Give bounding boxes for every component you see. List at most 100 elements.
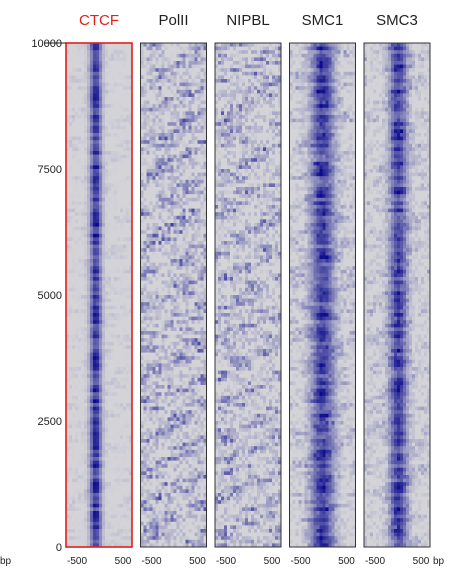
heatmap-cell	[99, 471, 102, 475]
heatmap-cell	[189, 209, 192, 213]
heatmap-cell	[126, 263, 129, 267]
heatmap-cell	[171, 122, 174, 126]
heatmap-cell	[192, 237, 195, 241]
heatmap-cell	[99, 349, 102, 353]
heatmap-cell	[201, 79, 204, 83]
heatmap-cell	[108, 101, 111, 105]
heatmap-cell	[123, 353, 126, 357]
heatmap-cell	[201, 90, 204, 94]
heatmap-cell	[84, 248, 87, 252]
heatmap-cell	[96, 137, 99, 141]
heatmap-cell	[186, 162, 189, 166]
heatmap-cell	[141, 309, 144, 313]
heatmap-cell	[162, 158, 165, 162]
heatmap-cell	[105, 540, 108, 544]
heatmap-cell	[186, 295, 189, 299]
heatmap-cell	[108, 212, 111, 216]
heatmap-cell	[108, 367, 111, 371]
heatmap-cell	[96, 432, 99, 436]
heatmap-cell	[81, 367, 84, 371]
heatmap-cell	[201, 309, 204, 313]
heatmap-cell	[114, 176, 117, 180]
heatmap-cell	[174, 86, 177, 90]
heatmap-cell	[150, 101, 153, 105]
heatmap-cell	[105, 363, 108, 367]
heatmap-cell	[159, 201, 162, 205]
heatmap-cell	[117, 90, 120, 94]
heatmap-cell	[126, 468, 129, 472]
heatmap-cell	[159, 115, 162, 119]
heatmap-cell	[72, 450, 75, 454]
heatmap-cell	[96, 295, 99, 299]
heatmap-cell	[162, 237, 165, 241]
heatmap-cell	[198, 299, 201, 303]
heatmap-cell	[102, 209, 105, 213]
heatmap-cell	[108, 295, 111, 299]
heatmap-cell	[141, 198, 144, 202]
heatmap-cell	[90, 194, 93, 198]
heatmap-cell	[72, 525, 75, 529]
heatmap-cell	[165, 180, 168, 184]
heatmap-cell	[69, 475, 72, 479]
heatmap-cell	[123, 97, 126, 101]
heatmap-cell	[195, 162, 198, 166]
heatmap-cell	[81, 209, 84, 213]
heatmap-cell	[180, 133, 183, 137]
heatmap-cell	[126, 252, 129, 256]
heatmap-cell	[198, 212, 201, 216]
heatmap-cell	[102, 183, 105, 187]
heatmap-cell	[75, 155, 78, 159]
heatmap-cell	[189, 115, 192, 119]
heatmap-cell	[102, 360, 105, 364]
heatmap-cell	[96, 111, 99, 115]
heatmap-cell	[174, 201, 177, 205]
heatmap-cell	[198, 126, 201, 130]
heatmap-cell	[192, 79, 195, 83]
heatmap-cell	[117, 338, 120, 342]
heatmap-cell	[141, 320, 144, 324]
heatmap-cell	[153, 248, 156, 252]
heatmap-cell	[99, 126, 102, 130]
heatmap-cell	[117, 515, 120, 519]
heatmap-cell	[99, 515, 102, 519]
heatmap-cell	[78, 421, 81, 425]
heatmap-cell	[126, 435, 129, 439]
heatmap-cell	[117, 464, 120, 468]
heatmap-cell	[78, 252, 81, 256]
heatmap-cell	[192, 234, 195, 238]
heatmap-cell	[102, 363, 105, 367]
heatmap-cell	[78, 356, 81, 360]
heatmap-cell	[102, 198, 105, 202]
heatmap-cell	[93, 187, 96, 191]
heatmap-cell	[93, 288, 96, 292]
heatmap-cell	[120, 155, 123, 159]
heatmap-cell	[120, 259, 123, 263]
heatmap-cell	[180, 234, 183, 238]
heatmap-cell	[93, 158, 96, 162]
heatmap-cell	[174, 72, 177, 76]
heatmap-cell	[141, 115, 144, 119]
heatmap-cell	[141, 266, 144, 270]
heatmap-cell	[99, 389, 102, 393]
heatmap-cell	[105, 457, 108, 461]
heatmap-cell	[123, 367, 126, 371]
heatmap-cell	[108, 482, 111, 486]
heatmap-cell	[144, 155, 147, 159]
heatmap-cell	[81, 468, 84, 472]
heatmap-cell	[114, 504, 117, 508]
heatmap-cell	[144, 331, 147, 335]
heatmap-cell	[153, 126, 156, 130]
heatmap-cell	[78, 335, 81, 339]
heatmap-cell	[144, 201, 147, 205]
heatmap-cell	[117, 245, 120, 249]
heatmap-cell	[93, 331, 96, 335]
heatmap-cell	[144, 173, 147, 177]
heatmap-cell	[177, 349, 180, 353]
heatmap-cell	[81, 425, 84, 429]
heatmap-cell	[111, 191, 114, 195]
heatmap-cell	[174, 266, 177, 270]
heatmap-cell	[126, 97, 129, 101]
heatmap-cell	[156, 61, 159, 65]
heatmap-cell	[81, 151, 84, 155]
heatmap-cell	[189, 183, 192, 187]
